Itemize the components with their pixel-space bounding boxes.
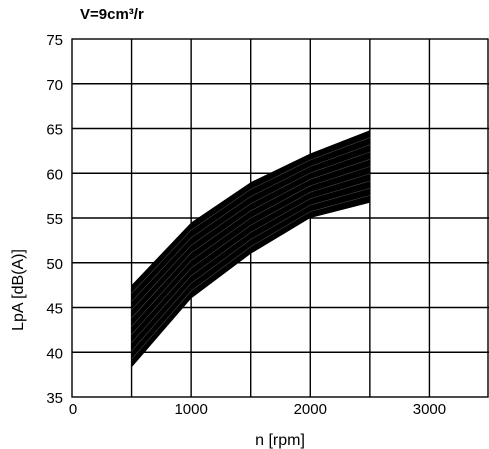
y-tick-label: 40 — [46, 345, 63, 362]
y-tick-label: 75 — [46, 32, 63, 49]
y-tick-label: 35 — [46, 390, 63, 407]
y-axis-label: LpA [dB(A)] — [10, 249, 27, 331]
x-tick-label: 1000 — [174, 401, 207, 418]
x-tick-label: 2000 — [294, 401, 327, 418]
y-tick-label: 45 — [46, 301, 63, 318]
x-tick-label: 0 — [69, 401, 77, 418]
x-axis-ticks: 0 1000 2000 3000 — [69, 401, 446, 418]
x-axis-label: n [rpm] — [255, 432, 305, 449]
y-tick-label: 70 — [46, 77, 63, 94]
y-tick-label: 50 — [46, 256, 63, 273]
x-tick-label: 3000 — [413, 401, 446, 418]
y-tick-label: 55 — [46, 211, 63, 228]
y-tick-label: 65 — [46, 122, 63, 139]
y-axis-ticks: 35 40 45 50 55 60 65 70 75 — [46, 32, 63, 407]
y-tick-label: 60 — [46, 166, 63, 183]
chart-title: V=9cm³/r — [80, 6, 144, 23]
